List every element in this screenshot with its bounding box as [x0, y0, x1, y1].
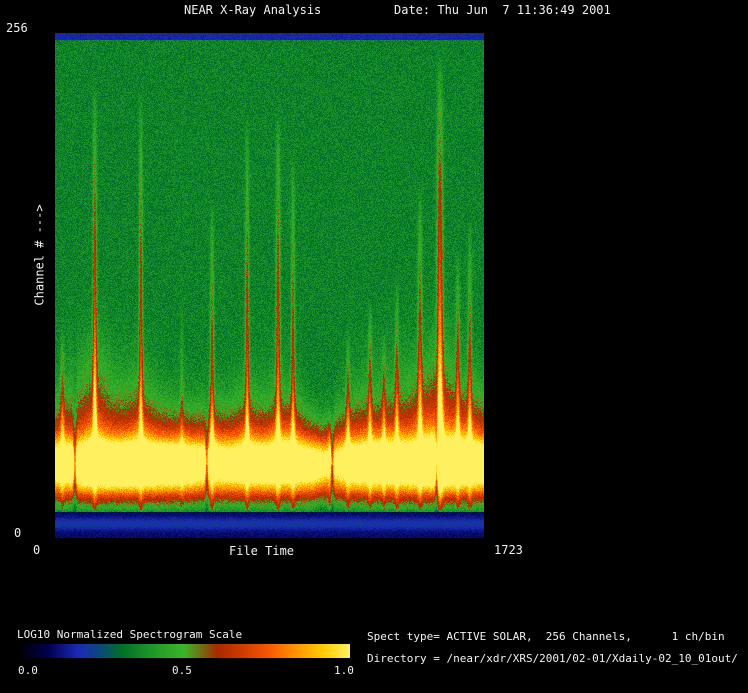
spect-type-label: Spect type= ACTIVE SOLAR, 256 Channels, … [367, 630, 725, 643]
x-axis-max-label: 1723 [494, 543, 523, 557]
x-axis-min-label: 0 [33, 543, 41, 557]
directory-label: Directory = /near/xdr/XRS/2001/02-01/Xda… [367, 652, 738, 665]
spectrogram-canvas [55, 33, 484, 538]
colorbar-tick-min: 0.0 [18, 664, 38, 677]
date-label: Date: Thu Jun 7 11:36:49 2001 [394, 3, 611, 17]
colorbar-tick-mid: 0.5 [172, 664, 192, 677]
window-title: NEAR X-Ray Analysis [184, 3, 322, 17]
colorbar-title: LOG10 Normalized Spectrogram Scale [17, 628, 243, 641]
colorbar-gradient [18, 644, 350, 658]
y-axis-min-label: 0 [14, 526, 22, 540]
x-axis-title: File Time [229, 544, 295, 558]
colorbar-tick-max: 1.0 [334, 664, 354, 677]
y-axis-max-label: 256 [6, 21, 28, 35]
y-axis-title: Channel # ---> [32, 204, 47, 306]
